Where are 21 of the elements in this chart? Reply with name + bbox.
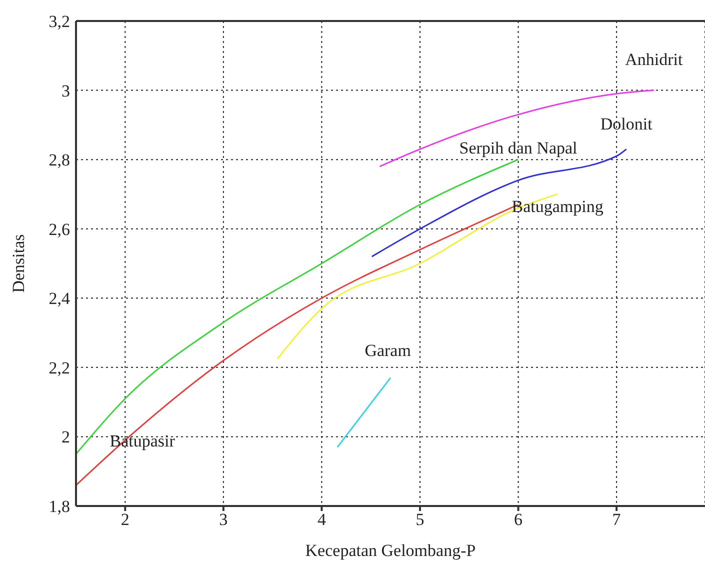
y-tick-label: 3 <box>62 81 70 100</box>
series-label: Serpih dan Napal <box>459 138 578 158</box>
y-tick-label: 2,6 <box>48 220 70 239</box>
y-tick-label: 3,2 <box>48 12 70 32</box>
series-label: Anhidrit <box>625 50 683 70</box>
y-tick-label: 2 <box>62 428 70 447</box>
x-tick-label: 2 <box>120 510 130 530</box>
x-tick-label: 3 <box>219 510 228 530</box>
y-tick-label: 2,2 <box>48 358 70 378</box>
x-tick-label: 7 <box>612 510 622 530</box>
series-label: Dolonit <box>600 114 653 134</box>
x-axis-title: Kecepatan Gelombang-P <box>305 541 476 560</box>
y-tick-label: 1,8 <box>48 497 70 516</box>
y-tick-label: 2,4 <box>48 289 70 308</box>
x-tick-label: 4 <box>317 510 326 530</box>
x-tick-label: 6 <box>514 510 523 530</box>
series-label: Garam <box>364 341 411 360</box>
x-tick-label: 5 <box>416 510 424 530</box>
y-tick-label: 2,8 <box>48 150 70 170</box>
line-series <box>378 90 655 168</box>
y-axis-title: Densitas <box>9 234 28 293</box>
